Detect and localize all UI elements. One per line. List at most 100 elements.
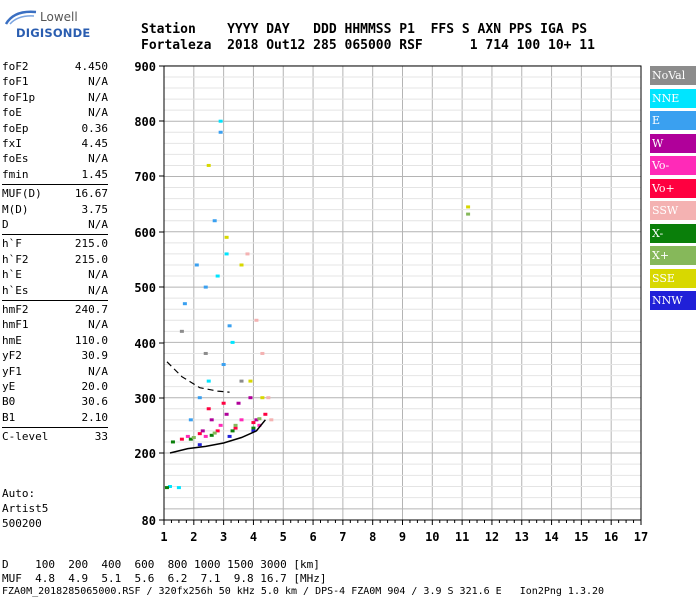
echo-point bbox=[197, 443, 202, 447]
echo-point bbox=[260, 396, 265, 400]
param-row: C-level 33 bbox=[2, 430, 108, 445]
param-separator bbox=[2, 427, 108, 429]
param-name: yF1 bbox=[2, 364, 22, 378]
echo-point bbox=[236, 401, 241, 405]
x-tick-label: 8 bbox=[369, 530, 376, 544]
param-value: N/A bbox=[88, 283, 108, 297]
param-name: M(D) bbox=[2, 202, 29, 216]
x-tick-label: 13 bbox=[515, 530, 529, 544]
param-row: M(D) 3.75 bbox=[2, 203, 108, 218]
param-name: B0 bbox=[2, 395, 16, 409]
param-value: 4.450 bbox=[74, 60, 108, 73]
param-name: h`Es bbox=[2, 283, 29, 297]
param-name: hmF2 bbox=[2, 303, 29, 316]
x-tick-label: 7 bbox=[339, 530, 346, 544]
echo-point bbox=[179, 329, 184, 333]
param-row: h`F 215.0 bbox=[2, 237, 108, 252]
param-name: D bbox=[2, 218, 9, 231]
param-name: yE bbox=[2, 380, 16, 393]
param-row: foF1p N/A bbox=[2, 91, 108, 106]
echo-point bbox=[188, 418, 193, 422]
echo-point bbox=[185, 434, 190, 438]
param-value: N/A bbox=[88, 364, 108, 378]
param-row: hmE 110.0 bbox=[2, 334, 108, 349]
param-row: B0 30.6 bbox=[2, 395, 108, 410]
param-value: 20.0 bbox=[81, 380, 109, 393]
echo-point bbox=[227, 434, 232, 438]
x-tick-label: 6 bbox=[309, 530, 316, 544]
y-tick-label: 300 bbox=[134, 392, 156, 406]
y-tick-label: 400 bbox=[134, 337, 156, 351]
param-value: N/A bbox=[88, 318, 108, 332]
file-info-row: FZA0M_2018285065000.RSF / 320fx256h 50 k… bbox=[2, 586, 605, 597]
param-row: foF1 N/A bbox=[2, 75, 108, 90]
echo-point bbox=[239, 379, 244, 383]
param-value: N/A bbox=[88, 218, 108, 231]
param-value: 240.7 bbox=[74, 303, 108, 316]
header-line2: Fortaleza 2018 Out12 285 065000 RSF 1 71… bbox=[141, 38, 595, 53]
muf-row: MUF 4.8 4.9 5.1 5.6 6.2 7.1 9.8 16.7 [MH… bbox=[2, 572, 327, 585]
legend-item: W bbox=[650, 133, 696, 153]
echo-point bbox=[215, 274, 220, 278]
echo-point bbox=[224, 252, 229, 256]
legend-item: SSE bbox=[650, 268, 696, 288]
x-tick-label: 12 bbox=[485, 530, 499, 544]
x-tick-label: 17 bbox=[634, 530, 648, 544]
x-tick-label: 5 bbox=[280, 530, 287, 544]
echo-point bbox=[209, 433, 214, 437]
x-tick-label: 11 bbox=[455, 530, 469, 544]
legend-item: Vo+ bbox=[650, 178, 696, 198]
param-value: 3.75 bbox=[81, 202, 109, 216]
x-tick-label: 2 bbox=[190, 530, 197, 544]
echo-point bbox=[179, 437, 184, 441]
echo-point bbox=[251, 429, 256, 433]
echo-point bbox=[248, 379, 253, 383]
echo-point bbox=[182, 302, 187, 306]
param-separator bbox=[2, 184, 108, 186]
logo-line2: DIGISONDE bbox=[16, 26, 91, 40]
param-value: 33 bbox=[94, 430, 108, 444]
legend-item: NoVal bbox=[650, 66, 696, 85]
echo-point bbox=[209, 418, 214, 422]
param-name: foF2 bbox=[2, 60, 29, 73]
legend-item: NNE bbox=[650, 88, 696, 108]
echo-point bbox=[263, 412, 268, 416]
param-value: N/A bbox=[88, 152, 108, 166]
echo-point bbox=[466, 212, 471, 216]
param-name: foE bbox=[2, 106, 22, 120]
echo-point bbox=[203, 434, 208, 438]
echo-point bbox=[224, 235, 229, 239]
y-tick-label: 800 bbox=[134, 115, 156, 129]
param-value: 2.10 bbox=[81, 410, 109, 424]
echo-point bbox=[215, 429, 220, 433]
y-tick-label: 80 bbox=[142, 514, 156, 528]
param-name: foF1 bbox=[2, 75, 29, 89]
y-tick-label: 500 bbox=[134, 281, 156, 295]
param-row: foEs N/A bbox=[2, 152, 108, 167]
param-value: 0.36 bbox=[81, 121, 109, 135]
param-name: foEs bbox=[2, 152, 29, 166]
x-tick-label: 16 bbox=[604, 530, 618, 544]
echo-point bbox=[257, 417, 262, 421]
param-value: 215.0 bbox=[74, 237, 108, 251]
x-tick-label: 15 bbox=[574, 530, 588, 544]
echo-point bbox=[269, 418, 274, 422]
param-name: hmE bbox=[2, 333, 22, 347]
chart-points bbox=[164, 119, 471, 490]
lowell-digisonde-logo: Lowell DIGISONDE bbox=[4, 6, 100, 46]
param-name: foF1p bbox=[2, 90, 36, 104]
echo-point bbox=[218, 119, 223, 123]
legend-item: X- bbox=[650, 223, 696, 243]
echo-point bbox=[239, 263, 244, 267]
y-tick-label: 200 bbox=[134, 447, 156, 461]
param-value: 30.9 bbox=[81, 349, 109, 363]
chart-grid bbox=[163, 65, 642, 520]
param-row: foF2 4.450 bbox=[2, 60, 108, 75]
echo-point bbox=[194, 263, 199, 267]
param-value: N/A bbox=[88, 75, 108, 89]
param-row: foEp 0.36 bbox=[2, 122, 108, 137]
param-name: C-level bbox=[2, 430, 49, 444]
param-name: fxI bbox=[2, 137, 22, 150]
param-value: N/A bbox=[88, 106, 108, 120]
echo-point bbox=[221, 401, 226, 405]
